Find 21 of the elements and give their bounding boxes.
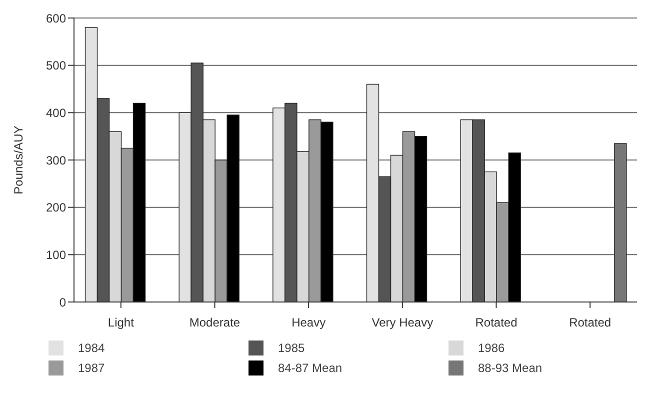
x-tick-label: Rotated: [475, 316, 518, 330]
y-tick-label: 500: [46, 58, 66, 73]
x-tick-label: Heavy: [292, 316, 326, 330]
legend-label: 1985: [278, 341, 305, 355]
y-tick-label: 200: [46, 200, 66, 215]
legend-label: 84-87 Mean: [278, 361, 342, 375]
y-tick-label: 400: [46, 106, 66, 120]
legend-label: 1984: [78, 341, 105, 355]
x-tick-label: Rotated: [569, 316, 612, 330]
x-tick-label: Light: [108, 316, 135, 330]
y-tick-label: 300: [46, 153, 66, 168]
legend-label: 88-93 Mean: [478, 361, 542, 375]
y-tick-label: 0: [59, 295, 66, 310]
bar: [614, 143, 627, 302]
y-axis-title: Pounds/AUY: [11, 126, 26, 194]
legend-label: 1986: [478, 341, 505, 355]
y-tick-label: 100: [46, 248, 66, 262]
x-tick-label: Moderate: [189, 316, 240, 330]
x-tick-label: Very Heavy: [372, 316, 434, 330]
y-tick-label: 600: [46, 11, 66, 26]
legend-label: 1987: [78, 361, 105, 375]
